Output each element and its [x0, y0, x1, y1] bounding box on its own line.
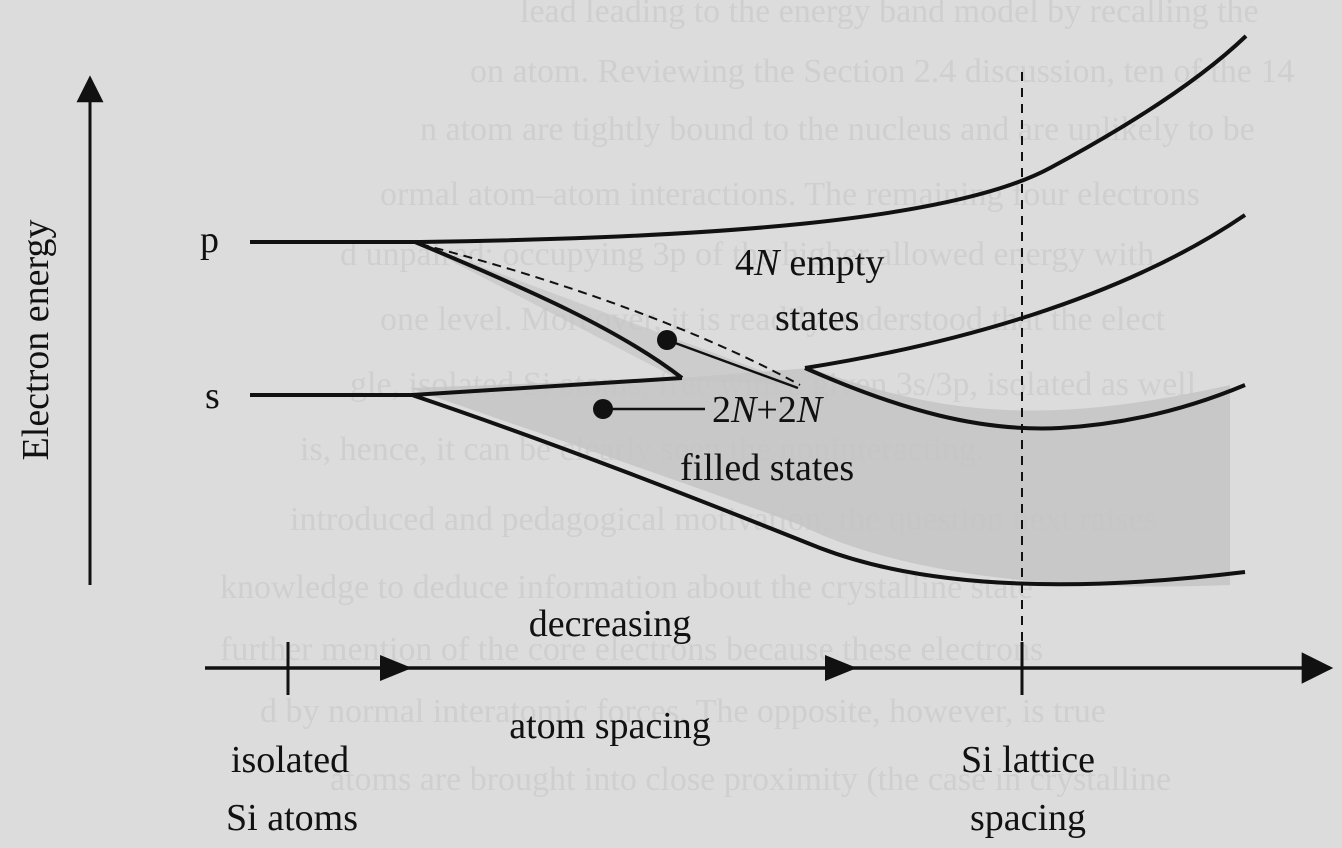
empty-states-count: 4N empty [735, 242, 884, 284]
isolated-atoms-label-line1: isolated [231, 739, 349, 781]
lattice-spacing-label-line2: spacing [970, 797, 1086, 839]
bg-line: further mention of the core electrons be… [220, 631, 1043, 668]
gap-dashed-curve [419, 243, 801, 386]
isolated-atoms-label-line2: Si atoms [226, 797, 358, 839]
bg-line: knowledge to deduce information about th… [220, 569, 1033, 606]
x-axis-label-line2: atom spacing [509, 705, 711, 747]
bg-line: on atom. Reviewing the Section 2.4 discu… [470, 53, 1294, 90]
empty-count-number: 4 [735, 242, 754, 284]
s-level-label: s [205, 375, 220, 417]
spacing-axis-mid-arrowhead [380, 655, 412, 681]
valence-band-bottom-curve [411, 393, 1246, 587]
filled-count-variable-1: N [730, 389, 759, 431]
valence-band-top-curve [804, 366, 1246, 431]
filled-band-shading [410, 368, 1230, 587]
empty-count-variable: N [753, 242, 782, 284]
filled-count-plus: +2 [756, 389, 796, 431]
p-level-label: p [200, 219, 219, 261]
bg-line: ormal atom–atom interactions. The remain… [380, 176, 1200, 213]
x-axis-label-line1: decreasing [529, 603, 691, 645]
spacing-axis-mid-arrowhead-2 [825, 655, 857, 681]
empty-states-word: states [775, 297, 859, 339]
filled-states-count: 2N+2N [712, 389, 825, 431]
filled-count-number-1: 2 [712, 389, 731, 431]
bg-line: lead leading to the energy band model by… [520, 0, 1259, 30]
empty-word: empty [789, 242, 884, 284]
empty-states-leader [666, 338, 799, 390]
filled-states-word: filled states [680, 447, 854, 489]
bg-line: d by normal interatomic forces. The oppo… [260, 693, 1106, 730]
gap-region-shading [415, 242, 800, 385]
bg-line: atoms are brought into close proximity (… [330, 761, 1171, 798]
lattice-spacing-label-line1: Si lattice [961, 739, 1095, 781]
bg-line: n atom are tightly bound to the nucleus … [420, 111, 1255, 148]
p-level-upper-curve [250, 34, 1248, 244]
p-level-lower-curve [414, 240, 684, 380]
bg-line: one level. Moreover, it is readily under… [380, 301, 1166, 338]
conduction-band-bottom-curve [804, 213, 1247, 370]
energy-axis-label: Electron energy [15, 220, 57, 461]
filled-count-variable-2: N [796, 389, 825, 431]
